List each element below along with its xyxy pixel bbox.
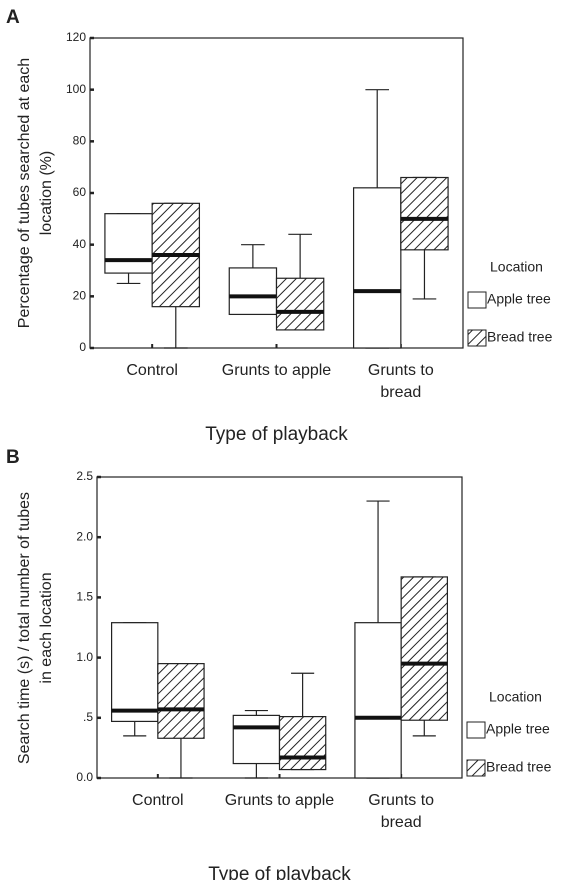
box xyxy=(110,622,159,723)
y-tick-label: 2.0 xyxy=(76,529,93,543)
y-tick-label: 40 xyxy=(73,237,87,251)
y-tick-label: 120 xyxy=(66,30,86,44)
box xyxy=(275,277,325,331)
x-tick-label: Grunts to apple xyxy=(221,362,332,379)
box xyxy=(400,176,449,251)
x-axis-label: Type of playback xyxy=(205,424,348,445)
y-tick-label: 0.0 xyxy=(76,770,93,784)
box xyxy=(352,187,402,349)
y-tick-label: .5 xyxy=(83,710,93,724)
y-tick-label: 0 xyxy=(79,340,86,354)
legend-title: Location xyxy=(490,259,543,275)
box xyxy=(104,213,153,274)
y-axis-label: Search time (s) / total number of tubes … xyxy=(16,491,55,764)
legend-label: Apple tree xyxy=(486,721,550,737)
legend-label: Bread tree xyxy=(486,759,552,775)
panel-label: B xyxy=(6,447,20,468)
legend-swatch xyxy=(467,291,487,309)
box xyxy=(400,576,448,721)
legend-title: Location xyxy=(489,689,542,705)
x-tick-label: Control xyxy=(132,792,184,809)
y-tick-label: 60 xyxy=(73,185,87,199)
x-axis-label: Type of playback xyxy=(208,864,351,880)
box xyxy=(232,714,281,765)
y-axis-label: Percentage of tubes searched at each loc… xyxy=(16,57,55,329)
box xyxy=(228,267,278,316)
legend-swatch xyxy=(466,759,486,777)
x-tick-label: Control xyxy=(126,362,178,379)
legend-swatch xyxy=(466,721,486,739)
box xyxy=(354,622,402,779)
y-tick-label: 1.5 xyxy=(76,590,93,604)
y-tick-label: 100 xyxy=(66,82,86,96)
legend-label: Apple tree xyxy=(487,291,551,307)
y-tick-label: 1.0 xyxy=(76,650,93,664)
y-tick-label: 2.5 xyxy=(76,469,93,483)
box xyxy=(278,715,327,771)
x-tick-label: Grunts to bread xyxy=(367,362,434,401)
x-tick-label: Grunts to apple xyxy=(224,792,335,809)
legend-swatch xyxy=(467,329,487,347)
x-tick-label: Grunts to bread xyxy=(368,792,435,831)
panel-label: A xyxy=(6,7,20,28)
y-tick-label: 80 xyxy=(73,134,87,148)
y-tick-label: 20 xyxy=(73,289,87,303)
legend-label: Bread tree xyxy=(487,329,553,345)
box xyxy=(157,663,205,739)
